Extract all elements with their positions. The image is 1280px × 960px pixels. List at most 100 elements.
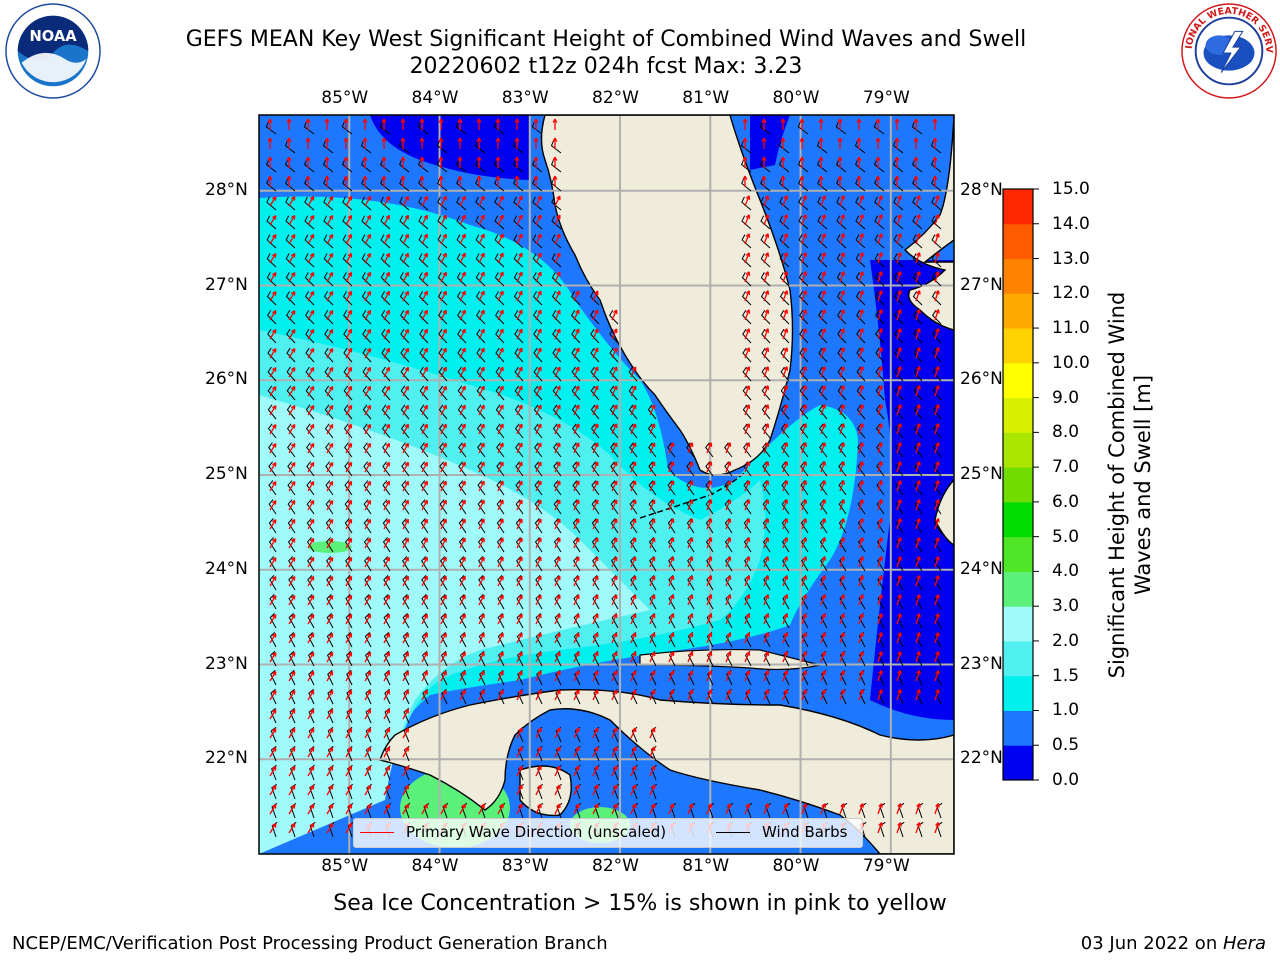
wave-direction-arrowhead — [366, 613, 372, 619]
wind-barb — [400, 347, 410, 363]
wind-barb — [437, 177, 448, 192]
wave-direction-arrow — [763, 537, 769, 549]
wave-direction-arrow — [839, 404, 845, 416]
wave-direction-arrowhead — [669, 461, 675, 466]
wave-direction-arrow — [269, 690, 277, 701]
wind-barb — [420, 537, 429, 553]
wave-direction-arrowhead — [840, 214, 845, 219]
wave-direction-arrow — [326, 215, 334, 226]
wind-barb — [307, 650, 315, 667]
wind-barb — [930, 139, 942, 154]
wave-direction-arrowhead — [328, 328, 334, 334]
wind-barb — [780, 309, 790, 325]
wave-direction-arrow — [440, 385, 447, 397]
wave-direction-arrow — [421, 443, 428, 454]
wave-direction-arrowhead — [935, 290, 940, 295]
wave-direction-arrow — [535, 613, 542, 625]
wave-direction-arrowhead — [366, 651, 372, 657]
wave-direction-arrowhead — [802, 404, 808, 409]
wave-direction-arrowhead — [347, 803, 353, 809]
wind-barb — [439, 442, 448, 458]
wave-direction-arrow — [535, 309, 542, 321]
wave-direction-arrow — [326, 291, 334, 302]
wave-direction-arrowhead — [935, 328, 940, 333]
wave-direction-arrow — [801, 594, 807, 606]
wave-direction-arrow — [288, 215, 296, 226]
wave-direction-arrowhead — [594, 594, 599, 600]
wave-direction-arrow — [459, 499, 466, 511]
wave-direction-arrowhead — [366, 518, 372, 524]
wind-barb — [326, 556, 334, 572]
wave-direction-arrowhead — [802, 518, 808, 523]
wind-barb — [591, 480, 600, 496]
wave-direction-arrowhead — [552, 118, 558, 123]
wind-barb — [306, 461, 315, 477]
wave-direction-arrow — [383, 443, 390, 454]
wave-direction-arrowhead — [897, 822, 902, 827]
wind-barb — [266, 177, 277, 192]
wave-direction-arrowhead — [290, 747, 296, 752]
wave-direction-arrow — [668, 689, 675, 701]
wave-direction-arrow — [611, 385, 618, 397]
wave-direction-arrowhead — [362, 118, 368, 123]
wind-barb — [535, 594, 543, 610]
wave-direction-arrow — [611, 632, 618, 644]
wave-direction-arrow — [402, 652, 409, 663]
wind-barb — [572, 518, 581, 534]
wave-direction-arrowhead — [783, 423, 789, 428]
wave-direction-arrow — [497, 195, 504, 207]
wave-direction-arrow — [326, 348, 334, 359]
wave-direction-arrowhead — [347, 366, 353, 372]
wave-direction-arrowhead — [859, 632, 864, 637]
wave-direction-arrow — [307, 690, 315, 701]
wind-barb — [399, 272, 410, 287]
wave-direction-arrow — [383, 234, 390, 245]
wind-barb — [382, 442, 391, 458]
wave-direction-arrow — [326, 196, 334, 207]
wave-direction-arrowhead — [632, 423, 637, 429]
wind-barb — [476, 309, 486, 325]
wave-direction-arrow — [649, 746, 656, 758]
wave-direction-arrow — [269, 747, 277, 758]
wave-direction-arrowhead — [613, 404, 618, 410]
wave-direction-arrowhead — [783, 461, 789, 466]
wave-direction-arrowhead — [688, 442, 694, 447]
wave-direction-arrow — [877, 518, 883, 530]
wave-direction-arrow — [402, 424, 409, 435]
wave-direction-arrowhead — [840, 252, 845, 257]
wave-direction-arrowhead — [859, 575, 864, 580]
wave-direction-arrowhead — [859, 594, 864, 599]
wave-direction-arrowhead — [499, 233, 504, 239]
wind-barb — [342, 272, 353, 287]
wave-direction-arrowhead — [423, 233, 428, 239]
wave-direction-arrowhead — [802, 537, 808, 542]
wave-direction-arrowhead — [764, 404, 770, 409]
wave-direction-arrow — [858, 290, 864, 302]
wind-barb — [455, 158, 467, 173]
wind-barb — [931, 234, 942, 249]
wave-direction-arrow — [858, 195, 864, 207]
wind-barb — [894, 309, 904, 325]
wave-direction-arrow — [687, 632, 693, 644]
wave-direction-arrow — [288, 823, 296, 834]
wave-direction-arrowhead — [840, 404, 845, 409]
wave-direction-arrow — [592, 727, 599, 739]
wind-barb — [741, 234, 752, 249]
wind-barb — [474, 158, 486, 173]
wind-barb — [289, 688, 296, 705]
wave-direction-arrowhead — [916, 613, 921, 618]
wind-barb — [496, 499, 505, 515]
wave-direction-arrow — [364, 253, 372, 264]
wave-direction-arrowhead — [837, 137, 843, 142]
wave-direction-arrow — [535, 537, 542, 549]
wave-direction-arrowhead — [423, 461, 428, 467]
wind-barb — [495, 385, 505, 401]
wind-barb — [345, 650, 353, 667]
wave-direction-arrow — [364, 405, 372, 416]
wave-direction-arrowhead — [366, 309, 372, 315]
wave-direction-arrow — [364, 424, 372, 435]
wave-direction-arrow — [364, 310, 372, 321]
wave-direction-arrowhead — [916, 822, 921, 827]
wind-barb — [364, 575, 372, 591]
wave-direction-arrowhead — [745, 689, 751, 694]
